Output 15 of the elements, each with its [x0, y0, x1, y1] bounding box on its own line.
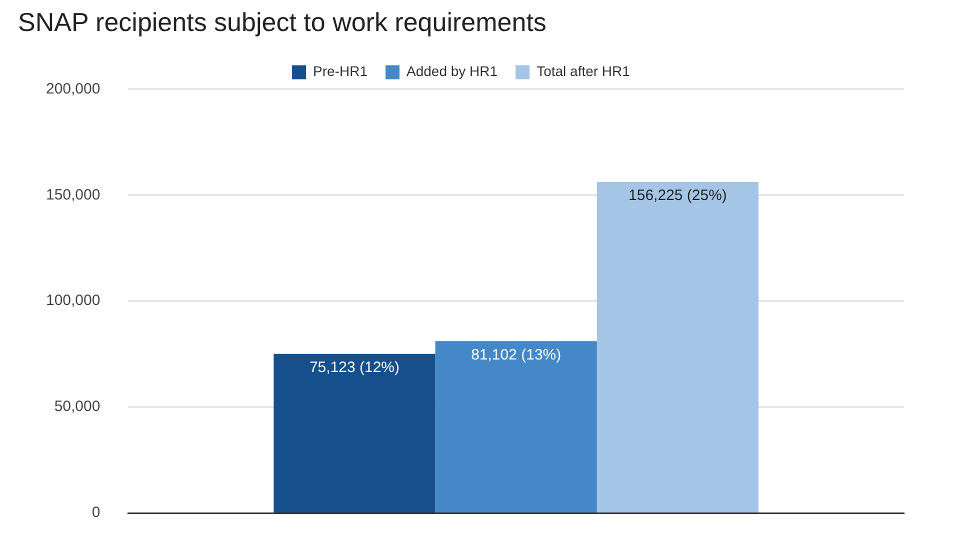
y-tick-label: 50,000	[54, 398, 100, 416]
y-tick-label: 200,000	[46, 80, 100, 98]
y-tick-label: 0	[92, 504, 100, 522]
bar	[274, 354, 436, 512]
bar	[435, 341, 597, 512]
bar	[596, 182, 759, 512]
legend-label: Pre-HR1	[313, 63, 368, 80]
y-tick-label: 100,000	[46, 292, 100, 310]
legend-label: Total after HR1	[536, 63, 630, 80]
y-tick-label: 150,000	[46, 186, 100, 204]
data-label: 75,123 (12%)	[309, 358, 400, 376]
data-label: 81,102 (13%)	[471, 346, 562, 364]
data-label: 156,225 (25%)	[628, 187, 727, 204]
chart-title: SNAP recipients subject to work requirements	[18, 6, 546, 37]
legend-label: Added by HR1	[406, 63, 498, 80]
